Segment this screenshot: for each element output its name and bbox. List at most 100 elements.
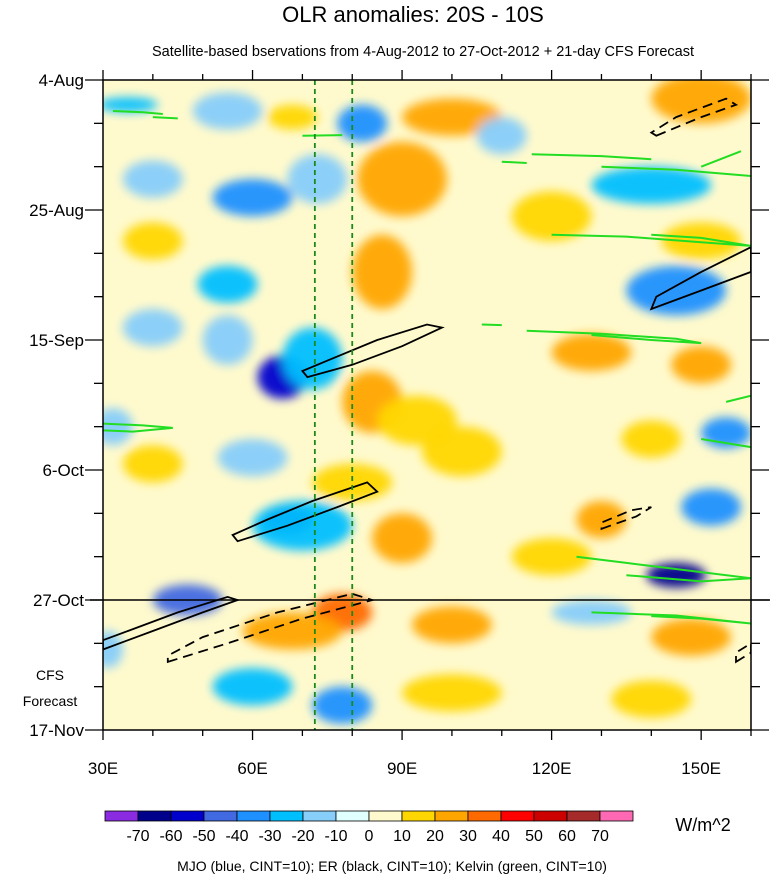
anomaly-blob (312, 686, 373, 724)
forecast-label-cfs: CFS (36, 667, 64, 683)
anomaly-blob (576, 500, 627, 539)
kelvin-contour (103, 422, 173, 433)
colorbar-label: -10 (324, 828, 347, 845)
kelvin-contour (481, 323, 502, 327)
anomaly-blob (122, 309, 183, 347)
kelvin-contours (103, 110, 751, 625)
anomaly-blob (242, 612, 343, 650)
kelvin-contour (501, 160, 527, 164)
kelvin-contour (700, 150, 742, 168)
colorbar: -70 -60 -50 -40 -30 -20 -10 0 10 20 30 40 50 60 70 (104, 810, 634, 845)
kelvin-contour (601, 165, 751, 177)
anomaly-blob (476, 117, 527, 155)
er-contour-positive (300, 323, 445, 379)
anomaly-blob (103, 630, 123, 669)
colorbar-swatch (170, 810, 205, 822)
colorbar-swatch (434, 810, 469, 822)
y-tick-label: 25-Aug (29, 201, 84, 220)
er-contour-negative (600, 506, 652, 531)
colorbar-label: 10 (393, 828, 411, 845)
kelvin-contour (526, 329, 702, 345)
colorbar-swatch (104, 810, 139, 822)
anomaly-blob (282, 327, 343, 390)
y-axis: 4-Aug 25-Aug 15-Sep 6-Oct 27-Oct 17-Nov (29, 71, 769, 740)
er-contours (103, 97, 751, 664)
colorbar-swatch (566, 810, 601, 822)
er-contour-positive (103, 595, 241, 651)
contour-legend-note: MJO (blue, CINT=10); ER (black, CINT=10)… (177, 858, 607, 874)
anomaly-blob (402, 674, 502, 712)
anomaly-blob (412, 606, 492, 644)
y-tick-label: 4-Aug (39, 71, 84, 90)
anomaly-blob (287, 154, 348, 204)
anomaly-blob (212, 668, 293, 706)
anomaly-blob (212, 179, 293, 217)
kelvin-contour (152, 116, 178, 120)
anomaly-blob (122, 445, 183, 483)
colorbar-label: -30 (258, 828, 281, 845)
colorbar-label: 30 (459, 828, 477, 845)
anomaly-blob (267, 104, 318, 130)
x-axis: 30E 60E 90E 120E 150E (88, 70, 752, 778)
colorbar-label: -70 (126, 828, 149, 845)
plot-area (103, 80, 751, 730)
anomaly-blob (681, 488, 742, 526)
anomaly-blob (621, 420, 682, 458)
anomaly-blob (312, 463, 393, 501)
units-label: W/m^2 (675, 815, 730, 835)
anomaly-blob (671, 346, 732, 384)
anomaly-blob (551, 333, 632, 371)
colorbar-swatch (203, 810, 238, 822)
anomaly-blob (591, 166, 712, 204)
colorbar-swatch (500, 810, 535, 822)
anomaly-blob (422, 426, 502, 477)
kelvin-contour (591, 611, 751, 625)
er-contour-negative (166, 592, 376, 664)
x-tick-label: 30E (88, 759, 118, 778)
er-contour-negative (649, 97, 739, 137)
anomaly-blob (122, 160, 183, 198)
anomaly-blob (626, 265, 727, 316)
anomaly-blob (402, 98, 502, 136)
chart-subtitle: Satellite-based bservations from 4-Aug-2… (152, 44, 694, 60)
anomaly-blob (103, 97, 158, 113)
reference-lines (313, 80, 354, 730)
kelvin-contour (576, 555, 751, 583)
anomaly-blob (252, 500, 353, 551)
kelvin-contour (551, 233, 751, 247)
x-tick-label: 150E (681, 759, 721, 778)
colorbar-swatch (335, 810, 370, 822)
anomaly-blob (337, 104, 388, 142)
kelvin-contour (112, 110, 163, 115)
x-tick-label: 120E (532, 759, 572, 778)
kelvin-contour (302, 134, 343, 137)
anomaly-blob (651, 80, 751, 124)
colorbar-swatch (599, 810, 634, 822)
colorbar-swatch (368, 810, 403, 822)
kelvin-contour (531, 153, 652, 161)
anomaly-blob (103, 408, 133, 446)
anomaly-blob (357, 141, 447, 217)
anomaly-blob (372, 513, 432, 563)
anomaly-blob (651, 618, 732, 656)
y-tick-label: 15-Sep (29, 331, 84, 350)
y-tick-label: 27-Oct (33, 591, 84, 610)
colorbar-label: 60 (558, 828, 576, 845)
anomaly-blob (511, 538, 592, 576)
colorbar-label: -60 (159, 828, 182, 845)
anomaly-blob (551, 600, 632, 625)
anomaly-blob (192, 92, 263, 130)
chart-title: OLR anomalies: 20S - 10S (282, 2, 544, 27)
colorbar-swatch (533, 810, 568, 822)
colorbar-swatch (137, 810, 172, 822)
kelvin-contour (725, 394, 751, 403)
forecast-label-forecast: Forecast (23, 693, 78, 709)
colorbar-label: 50 (525, 828, 543, 845)
anomaly-blob (352, 234, 413, 310)
er-contour-positive (649, 246, 751, 311)
anomaly-blob (217, 439, 288, 477)
anomaly-blob (197, 265, 258, 303)
x-tick-label: 60E (237, 759, 267, 778)
colorbar-label: 20 (426, 828, 444, 845)
